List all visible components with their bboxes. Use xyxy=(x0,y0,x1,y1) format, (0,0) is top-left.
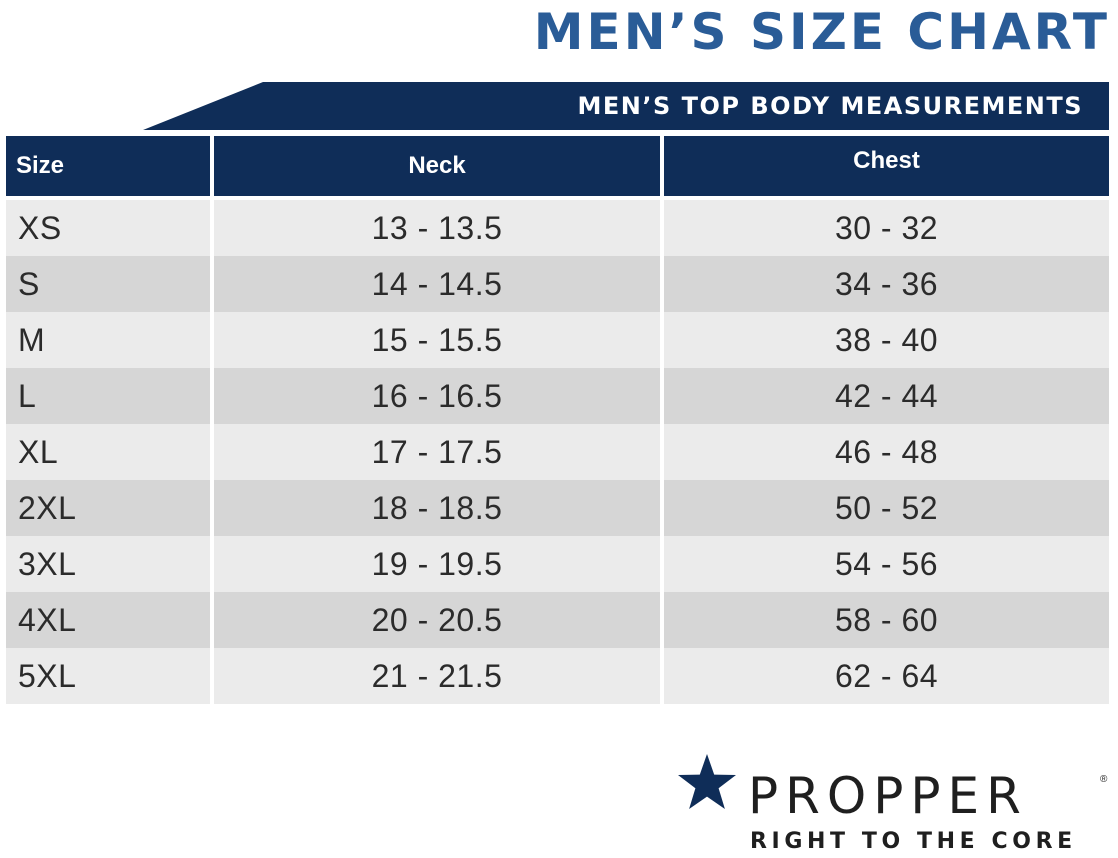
star-icon xyxy=(678,754,736,809)
table-row: XS 13 - 13.5 30 - 32 xyxy=(6,200,1109,256)
size-cell: XL xyxy=(6,424,214,480)
chest-cell: 62 - 64 xyxy=(834,657,939,694)
neck-cell: 19 - 19.5 xyxy=(214,536,664,592)
size-cell: L xyxy=(6,368,214,424)
neck-cell: 14 - 14.5 xyxy=(214,256,664,312)
size-cell: 2XL xyxy=(6,480,214,536)
neck-cell: 21 - 21.5 xyxy=(214,648,664,704)
neck-cell: 18 - 18.5 xyxy=(214,480,664,536)
chest-cell: 38 - 40 xyxy=(834,321,939,358)
size-cell: 5XL xyxy=(6,648,214,704)
table-row: 5XL 21 - 21.5 62 - 64 xyxy=(6,648,1109,704)
size-cell: 3XL xyxy=(6,536,214,592)
table-header-row: Size Neck Chest xyxy=(6,136,1109,196)
size-table: Size Neck Chest XS 13 - 13.5 30 - 32 S 14 - … xyxy=(6,136,1109,704)
header-chest: Chest xyxy=(664,136,1109,196)
header-size: Size xyxy=(6,136,214,196)
brand-name: PROPPER xyxy=(748,767,1028,825)
neck-cell: 15 - 15.5 xyxy=(214,312,664,368)
size-cell: XS xyxy=(6,200,214,256)
table-subtitle: MEN’S TOP BODY MEASUREMENTS xyxy=(577,92,1083,120)
propper-logo: PROPPER ® RIGHT TO THE CORE xyxy=(676,752,1108,854)
chest-cell: 34 - 36 xyxy=(834,265,939,302)
page-title: MEN’S SIZE CHART xyxy=(533,3,1110,61)
table-row: 4XL 20 - 20.5 58 - 60 xyxy=(6,592,1109,648)
table-row: 2XL 18 - 18.5 50 - 52 xyxy=(6,480,1109,536)
neck-cell: 13 - 13.5 xyxy=(214,200,664,256)
neck-cell: 17 - 17.5 xyxy=(214,424,664,480)
chest-cell: 54 - 56 xyxy=(834,545,939,582)
neck-cell: 16 - 16.5 xyxy=(214,368,664,424)
table-row: 3XL 19 - 19.5 54 - 56 xyxy=(6,536,1109,592)
table-row: M 15 - 15.5 38 - 40 xyxy=(6,312,1109,368)
table-body: XS 13 - 13.5 30 - 32 S 14 - 14.5 34 - 36 M 15 -… xyxy=(6,200,1109,704)
chest-cell: 30 - 32 xyxy=(834,209,939,246)
neck-cell: 20 - 20.5 xyxy=(214,592,664,648)
table-banner: MEN’S TOP BODY MEASUREMENTS xyxy=(143,82,1109,130)
size-cell: S xyxy=(6,256,214,312)
chest-cell: 50 - 52 xyxy=(834,489,939,526)
table-row: XL 17 - 17.5 46 - 48 xyxy=(6,424,1109,480)
brand-tagline: RIGHT TO THE CORE xyxy=(750,829,1077,854)
chest-cell: 46 - 48 xyxy=(834,433,939,470)
chest-cell: 42 - 44 xyxy=(834,377,939,414)
header-neck: Neck xyxy=(214,136,664,196)
registered-mark: ® xyxy=(1100,774,1108,785)
table-row: S 14 - 14.5 34 - 36 xyxy=(6,256,1109,312)
chest-cell: 58 - 60 xyxy=(834,601,939,638)
size-cell: M xyxy=(6,312,214,368)
table-row: L 16 - 16.5 42 - 44 xyxy=(6,368,1109,424)
banner-shape xyxy=(143,82,1109,130)
size-cell: 4XL xyxy=(6,592,214,648)
